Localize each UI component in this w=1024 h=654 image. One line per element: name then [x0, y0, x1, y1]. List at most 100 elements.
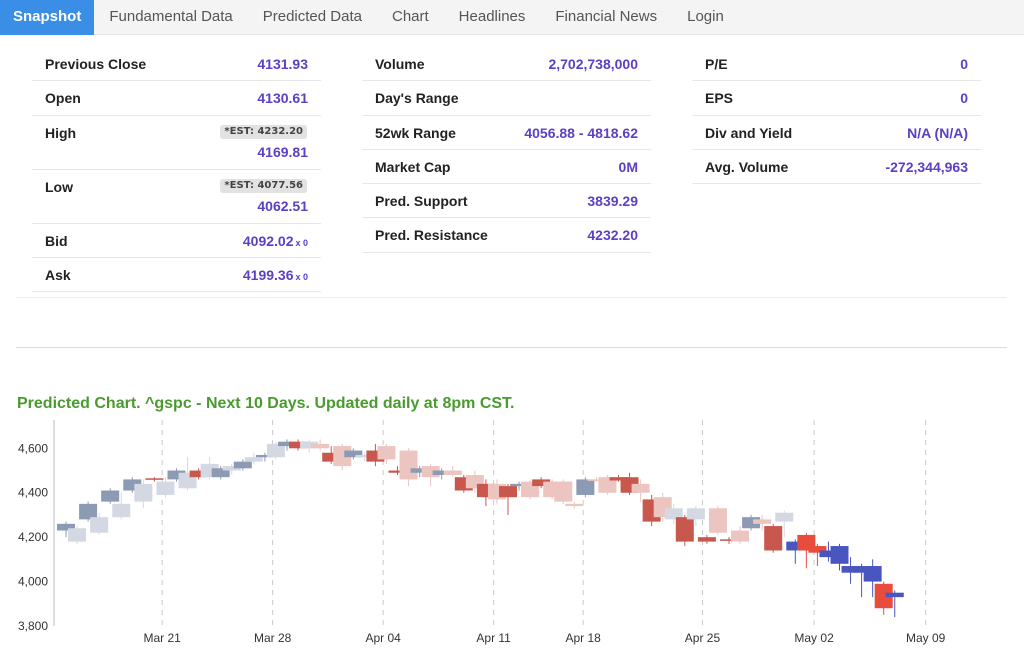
stat-value: N/A (N/A) [907, 125, 968, 141]
tab-snapshot[interactable]: Snapshot [0, 0, 95, 35]
tab-login[interactable]: Login [687, 8, 724, 25]
stat-value: 2,702,738,000 [548, 56, 638, 72]
stat-value-text: 0 [960, 90, 968, 107]
stat-row: Market Cap 0M [362, 150, 651, 185]
stat-value-text: 3839.29 [587, 193, 638, 210]
candle-body [421, 466, 440, 478]
candle-body [167, 470, 186, 480]
snapshot-column-2: Volume 2,702,738,000 Day's Range 52wk Range… [362, 47, 651, 253]
y-tick-label: 4,200 [18, 530, 48, 544]
candle-body [156, 481, 175, 495]
candle-body [410, 468, 429, 473]
candle-body [764, 526, 783, 551]
candle-body [808, 546, 827, 553]
stat-label: P/E [705, 56, 728, 72]
y-tick-label: 4,000 [18, 575, 48, 589]
tab-chart[interactable]: Chart [391, 8, 429, 25]
stat-label: High [45, 124, 77, 141]
stat-label: Pred. Support [375, 193, 468, 210]
candle-body [841, 566, 860, 573]
candle-body [753, 519, 772, 524]
stat-value-text: 4232.20 [587, 227, 638, 244]
stat-value: 4130.61 [257, 90, 308, 106]
candle-body [211, 468, 230, 478]
stat-value-text: 2,702,738,000 [548, 56, 638, 72]
candle-body [874, 583, 893, 609]
y-tick-label: 4,600 [18, 441, 48, 455]
stat-value: 4062.51 [257, 198, 308, 214]
candle-body [311, 443, 330, 449]
stat-value: 0M [619, 159, 638, 175]
stat-value-text: N/A (N/A) [907, 124, 968, 141]
tab-predicted-data[interactable]: Predicted Data [262, 8, 362, 25]
stat-row: 52wk Range 4056.88 - 4818.62 [362, 116, 651, 150]
stat-row: Avg. Volume -272,344,963 [692, 150, 981, 185]
stat-value: 4056.88 - 4818.62 [524, 125, 638, 141]
stat-label: Day's Range [375, 90, 459, 107]
stat-value: 4199.36 x 0 [243, 267, 308, 283]
candle-body [90, 517, 109, 533]
candle-body [852, 566, 871, 573]
stat-row: EPS 0 [692, 81, 981, 116]
stat-row: Div and Yield N/A (N/A) [692, 116, 981, 150]
x-tick-label: Apr 18 [565, 631, 601, 645]
snapshot-column-1: Previous Close 4131.93 Open 4130.61 High *EST… [32, 47, 321, 293]
candle-body [322, 452, 341, 462]
x-tick-label: Apr 25 [685, 631, 721, 645]
candle-body [664, 508, 683, 520]
candle-body [554, 481, 573, 502]
candle-body [587, 479, 606, 481]
candle-body [576, 479, 595, 495]
stat-value: 3839.29 [587, 193, 638, 209]
stat-label: Pred. Resistance [375, 227, 488, 244]
stat-value-text: 4131.93 [257, 56, 308, 72]
x-tick-label: Apr 11 [476, 631, 511, 645]
candle-body [355, 454, 374, 458]
stat-value-text: 4092.02 [242, 232, 294, 249]
candle-body [499, 486, 517, 498]
candle-body [532, 479, 551, 487]
stat-value-text: 0M [618, 158, 638, 175]
candle-body [598, 477, 617, 493]
stat-label: Bid [45, 232, 68, 249]
estimate-badge: *EST: 4077.56 [220, 178, 307, 193]
stat-value: 0 [960, 90, 968, 106]
stat-row: Pred. Resistance 4232.20 [362, 218, 651, 253]
candle-body [708, 508, 727, 533]
candle-body [244, 457, 263, 462]
estimate-badge: *EST: 4232.20 [220, 124, 307, 139]
candle-body [344, 450, 363, 458]
tab-headlines[interactable]: Headlines [458, 8, 526, 25]
stat-value-text: 0 [960, 56, 968, 72]
chart-title: Predicted Chart. ^gspc - Next 10 Days. U… [17, 395, 515, 412]
x-tick-label: May 02 [794, 631, 834, 645]
candle-body [300, 441, 319, 449]
candle-body [377, 446, 396, 460]
x-tick-label: Mar 28 [254, 631, 292, 645]
tab-fundamental-data[interactable]: Fundamental Data [109, 8, 233, 25]
stat-value: 0 [960, 56, 968, 72]
stat-label: Open [45, 90, 81, 107]
candle-body [266, 443, 285, 458]
tab-bar: Snapshot Fundamental Data Predicted Data Ch… [0, 0, 1024, 35]
stat-row: Pred. Support 3839.29 [362, 184, 651, 219]
candle-body [609, 477, 628, 481]
candle-body [786, 541, 805, 551]
divider [16, 297, 1007, 298]
tab-financial-news[interactable]: Financial News [555, 8, 658, 25]
x-tick-label: Apr 04 [365, 631, 401, 645]
stat-value: 4131.93 [257, 56, 308, 72]
candle-body [631, 483, 650, 493]
candle-body [134, 483, 153, 502]
candle-body [565, 503, 584, 507]
x-tick-label: Mar 21 [143, 631, 181, 645]
candle-body [742, 517, 761, 529]
candle-body [222, 466, 241, 471]
candle-body [675, 517, 694, 542]
candle-body [720, 539, 738, 541]
stat-value: -272,344,963 [885, 159, 968, 175]
stat-row: Volume 2,702,738,000 [362, 47, 651, 82]
candle-body [388, 470, 407, 473]
stat-label: Div and Yield [705, 124, 793, 141]
candle-body [233, 461, 252, 469]
